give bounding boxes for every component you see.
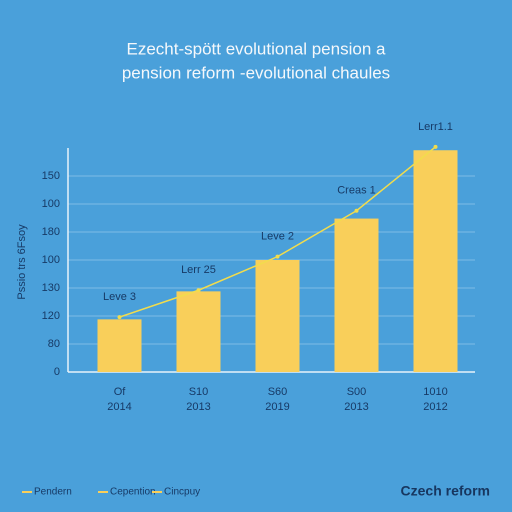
x-tick-label: 2012 [423,401,447,413]
y-tick-label: 130 [42,282,60,294]
point [354,208,359,213]
y-tick-label: 0 [54,366,60,378]
y-tick-label: 180 [42,226,60,238]
x-tick-label: 2013 [344,401,368,413]
x-tick-label: 2019 [265,401,289,413]
brand: Czech reform [401,483,490,499]
bar [413,150,458,372]
legend-label: Cepention [110,487,156,498]
x-tick-label: S10 [189,386,209,398]
y-tick-label: 120 [42,310,60,322]
x-tick-label: Of [114,386,127,398]
x-tick-label: 2013 [186,401,210,413]
x-tick-label: 2014 [107,401,131,413]
y-axis-label: Pssio trs 6Fsoy [16,224,28,300]
y-tick-label: 100 [42,254,60,266]
x-tick-label: S60 [268,386,288,398]
point-label: Creas 1 [337,185,376,197]
point-label: Leve 3 [103,291,136,303]
point-label: Leve 2 [261,231,294,243]
point [275,254,280,259]
y-tick-label: 100 [42,198,60,210]
chart-title: Ezecht-spött evolutional pension a [127,39,386,58]
x-tick-label: 1010 [423,386,447,398]
bar [176,291,221,372]
point [117,315,122,320]
y-tick-label: 150 [42,170,60,182]
legend-label: Pendern [34,487,72,498]
bar [97,319,142,372]
x-tick-label: S00 [347,386,367,398]
y-tick-label: 80 [48,338,60,350]
point [433,144,438,149]
chart-subtitle: pension reform -evolutional chaules [122,63,390,82]
point [196,288,201,293]
bar [334,218,379,372]
point-label: Lerr1.1 [418,121,453,133]
legend-label: Cincpuy [164,487,200,498]
point-label: Lerr 25 [181,264,216,276]
bar [255,260,300,372]
